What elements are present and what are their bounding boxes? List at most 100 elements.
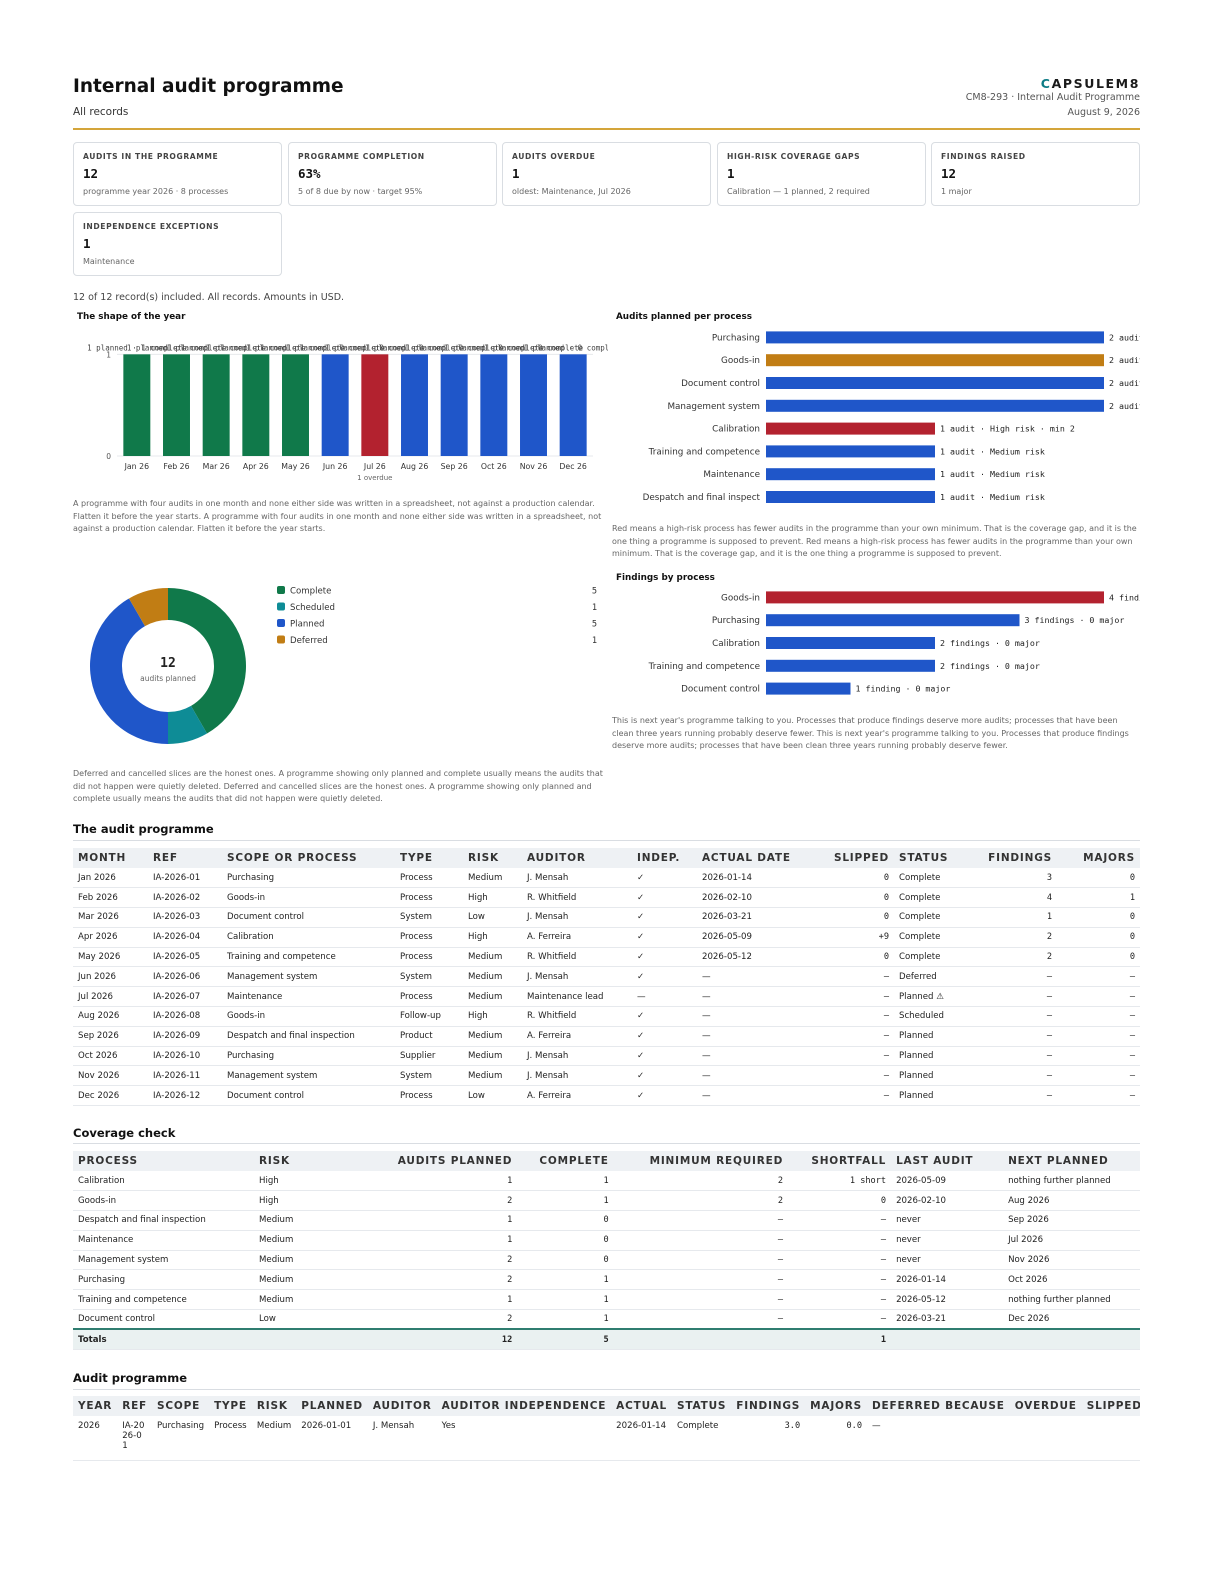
table-cell: —	[697, 1046, 812, 1067]
table-row[interactable]: Jun 2026 IA-2026-06 Management system Syste…	[73, 966, 1140, 988]
column-header[interactable]: Ref	[148, 848, 222, 868]
column-header[interactable]: Actual date	[697, 848, 812, 868]
column-header[interactable]: Minimum required	[613, 1151, 789, 1171]
column-header[interactable]: Process	[73, 1151, 254, 1171]
bar-training-and-competence[interactable]	[766, 659, 935, 672]
column-header[interactable]: Risk	[463, 848, 522, 868]
column-header[interactable]: Type	[395, 848, 463, 868]
column-header[interactable]: Scope or process	[222, 848, 395, 868]
bar-goods-in[interactable]	[766, 591, 1104, 604]
bar-oct-26[interactable]	[480, 354, 508, 456]
bar-jan-26[interactable]	[123, 354, 151, 456]
table-cell: Document control	[222, 907, 395, 928]
bar-document-control[interactable]	[766, 682, 851, 695]
bar-nov-26[interactable]	[520, 354, 547, 456]
column-header[interactable]: Overdue	[1009, 1396, 1082, 1416]
column-header[interactable]: Risk	[254, 1151, 366, 1171]
column-header[interactable]: Deferred because	[867, 1396, 1010, 1416]
table-cell: Mar 2026	[73, 907, 148, 928]
table-row[interactable]: May 2026 IA-2026-05 Training and competenc…	[73, 947, 1140, 968]
x-tick-label: Jun 26	[322, 462, 348, 471]
column-header[interactable]: Year	[73, 1396, 118, 1416]
column-header[interactable]: Type	[209, 1396, 252, 1416]
bar-maintenance[interactable]	[766, 468, 935, 481]
column-header[interactable]: Findings	[978, 848, 1057, 868]
column-header[interactable]: Risk	[251, 1396, 297, 1416]
bar-training-and-competence[interactable]	[766, 445, 935, 458]
column-header[interactable]: Ref	[117, 1396, 153, 1416]
column-header[interactable]: Complete	[517, 1151, 614, 1171]
column-header[interactable]: Status	[894, 848, 978, 868]
bar-despatch-and-final-inspect[interactable]	[766, 491, 935, 503]
column-header[interactable]: Auditor	[522, 848, 632, 868]
table-row[interactable]: Apr 2026 IA-2026-04 Calibration Process High…	[73, 927, 1140, 948]
table-row[interactable]: Calibration High 1 1 2 1 short 2026-05-09 nothi…	[73, 1171, 1140, 1192]
column-header[interactable]: Audits planned	[366, 1151, 518, 1171]
bar-aug-26[interactable]	[401, 354, 428, 456]
bar-sep-26[interactable]	[440, 354, 468, 456]
bar-dec-26[interactable]	[559, 354, 587, 456]
column-header[interactable]: Month	[73, 848, 148, 868]
table-row[interactable]: Purchasing Medium 2 1– –2026-01-14 Oct 2026	[73, 1269, 1140, 1291]
table-row[interactable]: 2026 IA-2026-01 Purchasing Process Medium 202…	[73, 1416, 1140, 1461]
table-row[interactable]: Training and competence Medium 1 1– –2026-05…	[73, 1289, 1140, 1311]
column-header[interactable]: Indep.	[632, 848, 697, 868]
bar-mar-26[interactable]	[202, 354, 230, 456]
column-header[interactable]: Auditor	[367, 1396, 437, 1416]
bar-purchasing[interactable]	[766, 614, 1020, 627]
table-cell: Yes	[436, 1416, 612, 1461]
bar-jun-26[interactable]	[321, 354, 349, 456]
table-row[interactable]: Jul 2026 IA-2026-07 Maintenance Process Medi…	[73, 986, 1140, 1008]
bar-apr-26[interactable]	[242, 354, 270, 456]
kpi-coverage-gaps: High-risk coverage gaps 1 Calibration — …	[717, 142, 926, 206]
column-header[interactable]: Scope	[152, 1396, 210, 1416]
column-header[interactable]: Next planned	[1003, 1151, 1140, 1171]
table-cell: ✓	[632, 1006, 697, 1027]
bar-purchasing[interactable]	[766, 331, 1104, 344]
table-row[interactable]: Document control Low 2 1– –2026-03-21 Dec 202…	[73, 1309, 1140, 1330]
bar-calibration[interactable]	[766, 422, 935, 435]
kpi-label: Independence exceptions	[83, 222, 220, 231]
table-row[interactable]: Goods-in High 2 1 2 0 2026-02-10 Aug 2026	[73, 1190, 1140, 1212]
column-header[interactable]: Majors	[805, 1396, 867, 1416]
bar-management-system[interactable]	[766, 399, 1104, 412]
bar-goods-in[interactable]	[766, 354, 1104, 367]
table-cell: –	[812, 1026, 894, 1047]
table-row[interactable]: Dec 2026 IA-2026-12 Document control Proces…	[73, 1085, 1140, 1107]
table-row[interactable]: Sep 2026 IA-2026-09 Despatch and final ins…	[73, 1026, 1140, 1047]
column-header[interactable]: Planned	[296, 1396, 368, 1416]
table-row[interactable]: Mar 2026 IA-2026-03 Document control System…	[73, 907, 1140, 928]
table-row[interactable]: Jan 2026 IA-2026-01 Purchasing Process Mediu…	[73, 868, 1140, 889]
brand-mark: C	[1040, 76, 1052, 91]
slice-scheduled[interactable]	[168, 705, 207, 744]
column-header[interactable]: Last audit	[891, 1151, 1004, 1171]
column-header[interactable]: Slipped (days)	[1081, 1396, 1140, 1416]
detail-table-viewport[interactable]: Year Ref Scope Type Risk Planned Auditor Audito…	[73, 1396, 1140, 1466]
bar-may-26[interactable]	[282, 354, 309, 456]
bar-jul-26[interactable]	[361, 354, 389, 456]
slice-planned[interactable]	[90, 598, 168, 744]
table-row[interactable]: Feb 2026 IA-2026-02 Goods-in Process High R. …	[73, 887, 1140, 909]
column-header[interactable]: Slipped	[812, 848, 894, 868]
column-header[interactable]: Majors	[1057, 848, 1140, 868]
table-cell: Scheduled	[894, 1006, 978, 1027]
column-header[interactable]: Auditor independence	[436, 1396, 612, 1416]
table-cell: 1	[366, 1210, 518, 1231]
table-row[interactable]: Maintenance Medium 1 0– – never Jul 2026	[73, 1230, 1140, 1251]
table-row[interactable]: Oct 2026 IA-2026-10 Purchasing Supplier Medi…	[73, 1046, 1140, 1067]
column-header[interactable]: Actual	[611, 1396, 672, 1416]
table-row[interactable]: Aug 2026 IA-2026-08 Goods-in Follow-up High R…	[73, 1006, 1140, 1027]
slice-deferred[interactable]	[129, 588, 168, 627]
slice-complete[interactable]	[168, 588, 247, 734]
column-header[interactable]: Status	[672, 1396, 732, 1416]
table-row[interactable]: Management system Medium 2 0– – never Nov 2026	[73, 1250, 1140, 1271]
bar-calibration[interactable]	[766, 637, 935, 649]
kpi-label: Findings raised	[941, 152, 1026, 161]
table-row[interactable]: Nov 2026 IA-2026-11 Management system Syste…	[73, 1065, 1140, 1087]
table-cell: Maintenance lead	[522, 986, 632, 1008]
bar-feb-26[interactable]	[163, 354, 190, 456]
bar-document-control[interactable]	[766, 377, 1104, 389]
table-row[interactable]: Despatch and final inspection Medium 1 0– – n…	[73, 1210, 1140, 1231]
column-header[interactable]: Shortfall	[788, 1151, 892, 1171]
column-header[interactable]: Findings	[731, 1396, 806, 1416]
